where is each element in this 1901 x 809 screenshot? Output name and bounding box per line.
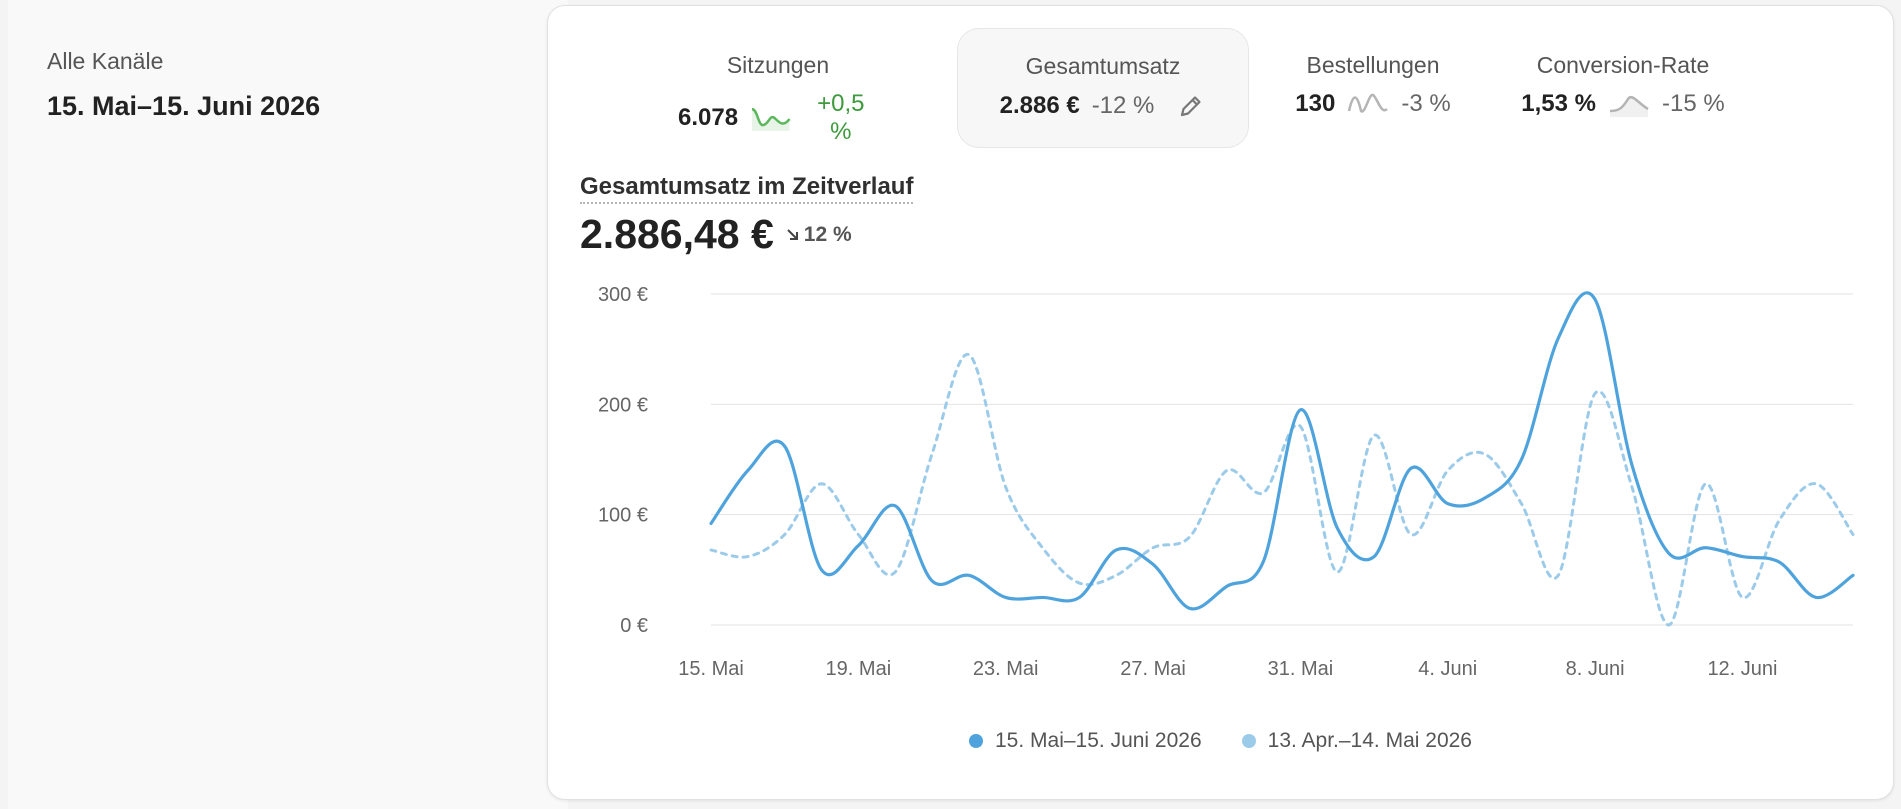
x-tick-label: 4. Juni <box>1418 658 1477 680</box>
x-tick-label: 31. Mai <box>1268 658 1334 680</box>
x-tick-label: 19. Mai <box>826 658 892 680</box>
x-tick-label: 27. Mai <box>1120 658 1186 680</box>
total-sales-value: 2.886,48 € <box>580 211 774 257</box>
metric-title: Gesamtumsatz <box>1025 53 1181 79</box>
y-tick-label: 200 € <box>598 394 648 416</box>
metric-value: 1,53 % <box>1521 90 1596 117</box>
y-tick-label: 100 € <box>598 505 648 527</box>
legend-dot <box>1241 734 1256 748</box>
metric-change: -15 % <box>1662 90 1725 117</box>
legend-dot <box>969 734 983 748</box>
arrow-down-right-icon <box>787 228 798 240</box>
metric-value: 6.078 <box>678 104 739 131</box>
x-tick-label: 15. Mai <box>678 658 744 680</box>
metric-change: -3 % <box>1401 90 1451 117</box>
metric-value: 130 <box>1295 90 1336 117</box>
pencil-icon[interactable] <box>1176 91 1206 121</box>
sparkline-icon <box>1609 95 1649 117</box>
legend-label: 13. Apr.–14. Mai 2026 <box>1267 729 1472 752</box>
sales-line-chart: 0 € 100 € 200 € 300 € 15. Mai 19. Mai 23. Mai 2… <box>598 284 1855 680</box>
sparkline-icon <box>751 107 791 131</box>
legend-item-current[interactable]: 15. Mai–15. Juni 2026 <box>969 729 1202 753</box>
channel-label: Alle Kanäle <box>47 48 164 74</box>
metric-tab-orders[interactable]: Bestellungen 130 -3 % <box>1268 28 1478 146</box>
metric-tab-sessions[interactable]: Sitzungen 6.078 +0,5 % <box>678 28 878 146</box>
metric-change: +0,5 % <box>817 90 865 145</box>
metric-tab-total-sales[interactable]: Gesamtumsatz 2.886 € -12 % <box>957 28 1249 148</box>
date-range: 15. Mai–15. Juni 2026 <box>47 91 321 121</box>
metric-tab-conversion-rate[interactable]: Conversion-Rate 1,53 % -15 % <box>1508 28 1738 146</box>
total-sales-change: 12 % <box>786 223 852 247</box>
metric-title: Conversion-Rate <box>1536 52 1710 78</box>
total-change-label: 12 % <box>803 222 852 246</box>
legend-item-previous[interactable]: 13. Apr.–14. Mai 2026 <box>1241 729 1472 753</box>
metric-title: Sitzungen <box>726 52 830 78</box>
revenue-card: Sitzungen 6.078 +0,5 % Gesamtumsatz 2.88… <box>547 5 1894 800</box>
channel-panel: Alle Kanäle 15. Mai–15. Juni 2026 <box>8 0 568 809</box>
y-tick-label: 300 € <box>598 284 648 306</box>
series-line-previous <box>709 353 1855 627</box>
series-line-current <box>709 291 1855 611</box>
x-tick-label: 23. Mai <box>973 658 1039 680</box>
metric-change: -12 % <box>1091 92 1155 119</box>
chart-legend: 15. Mai–15. Juni 2026 13. Apr.–14. Mai 2… <box>548 729 1893 753</box>
metric-title: Bestellungen <box>1306 52 1440 78</box>
sparkline-icon <box>1348 93 1389 113</box>
x-tick-label: 12. Juni <box>1707 658 1777 680</box>
metric-value: 2.886 € <box>999 92 1080 119</box>
x-tick-label: 8. Juni <box>1566 658 1625 680</box>
chart-title[interactable]: Gesamtumsatz im Zeitverlauf <box>580 173 914 204</box>
y-tick-label: 0 € <box>620 615 648 637</box>
legend-label: 15. Mai–15. Juni 2026 <box>995 729 1202 752</box>
